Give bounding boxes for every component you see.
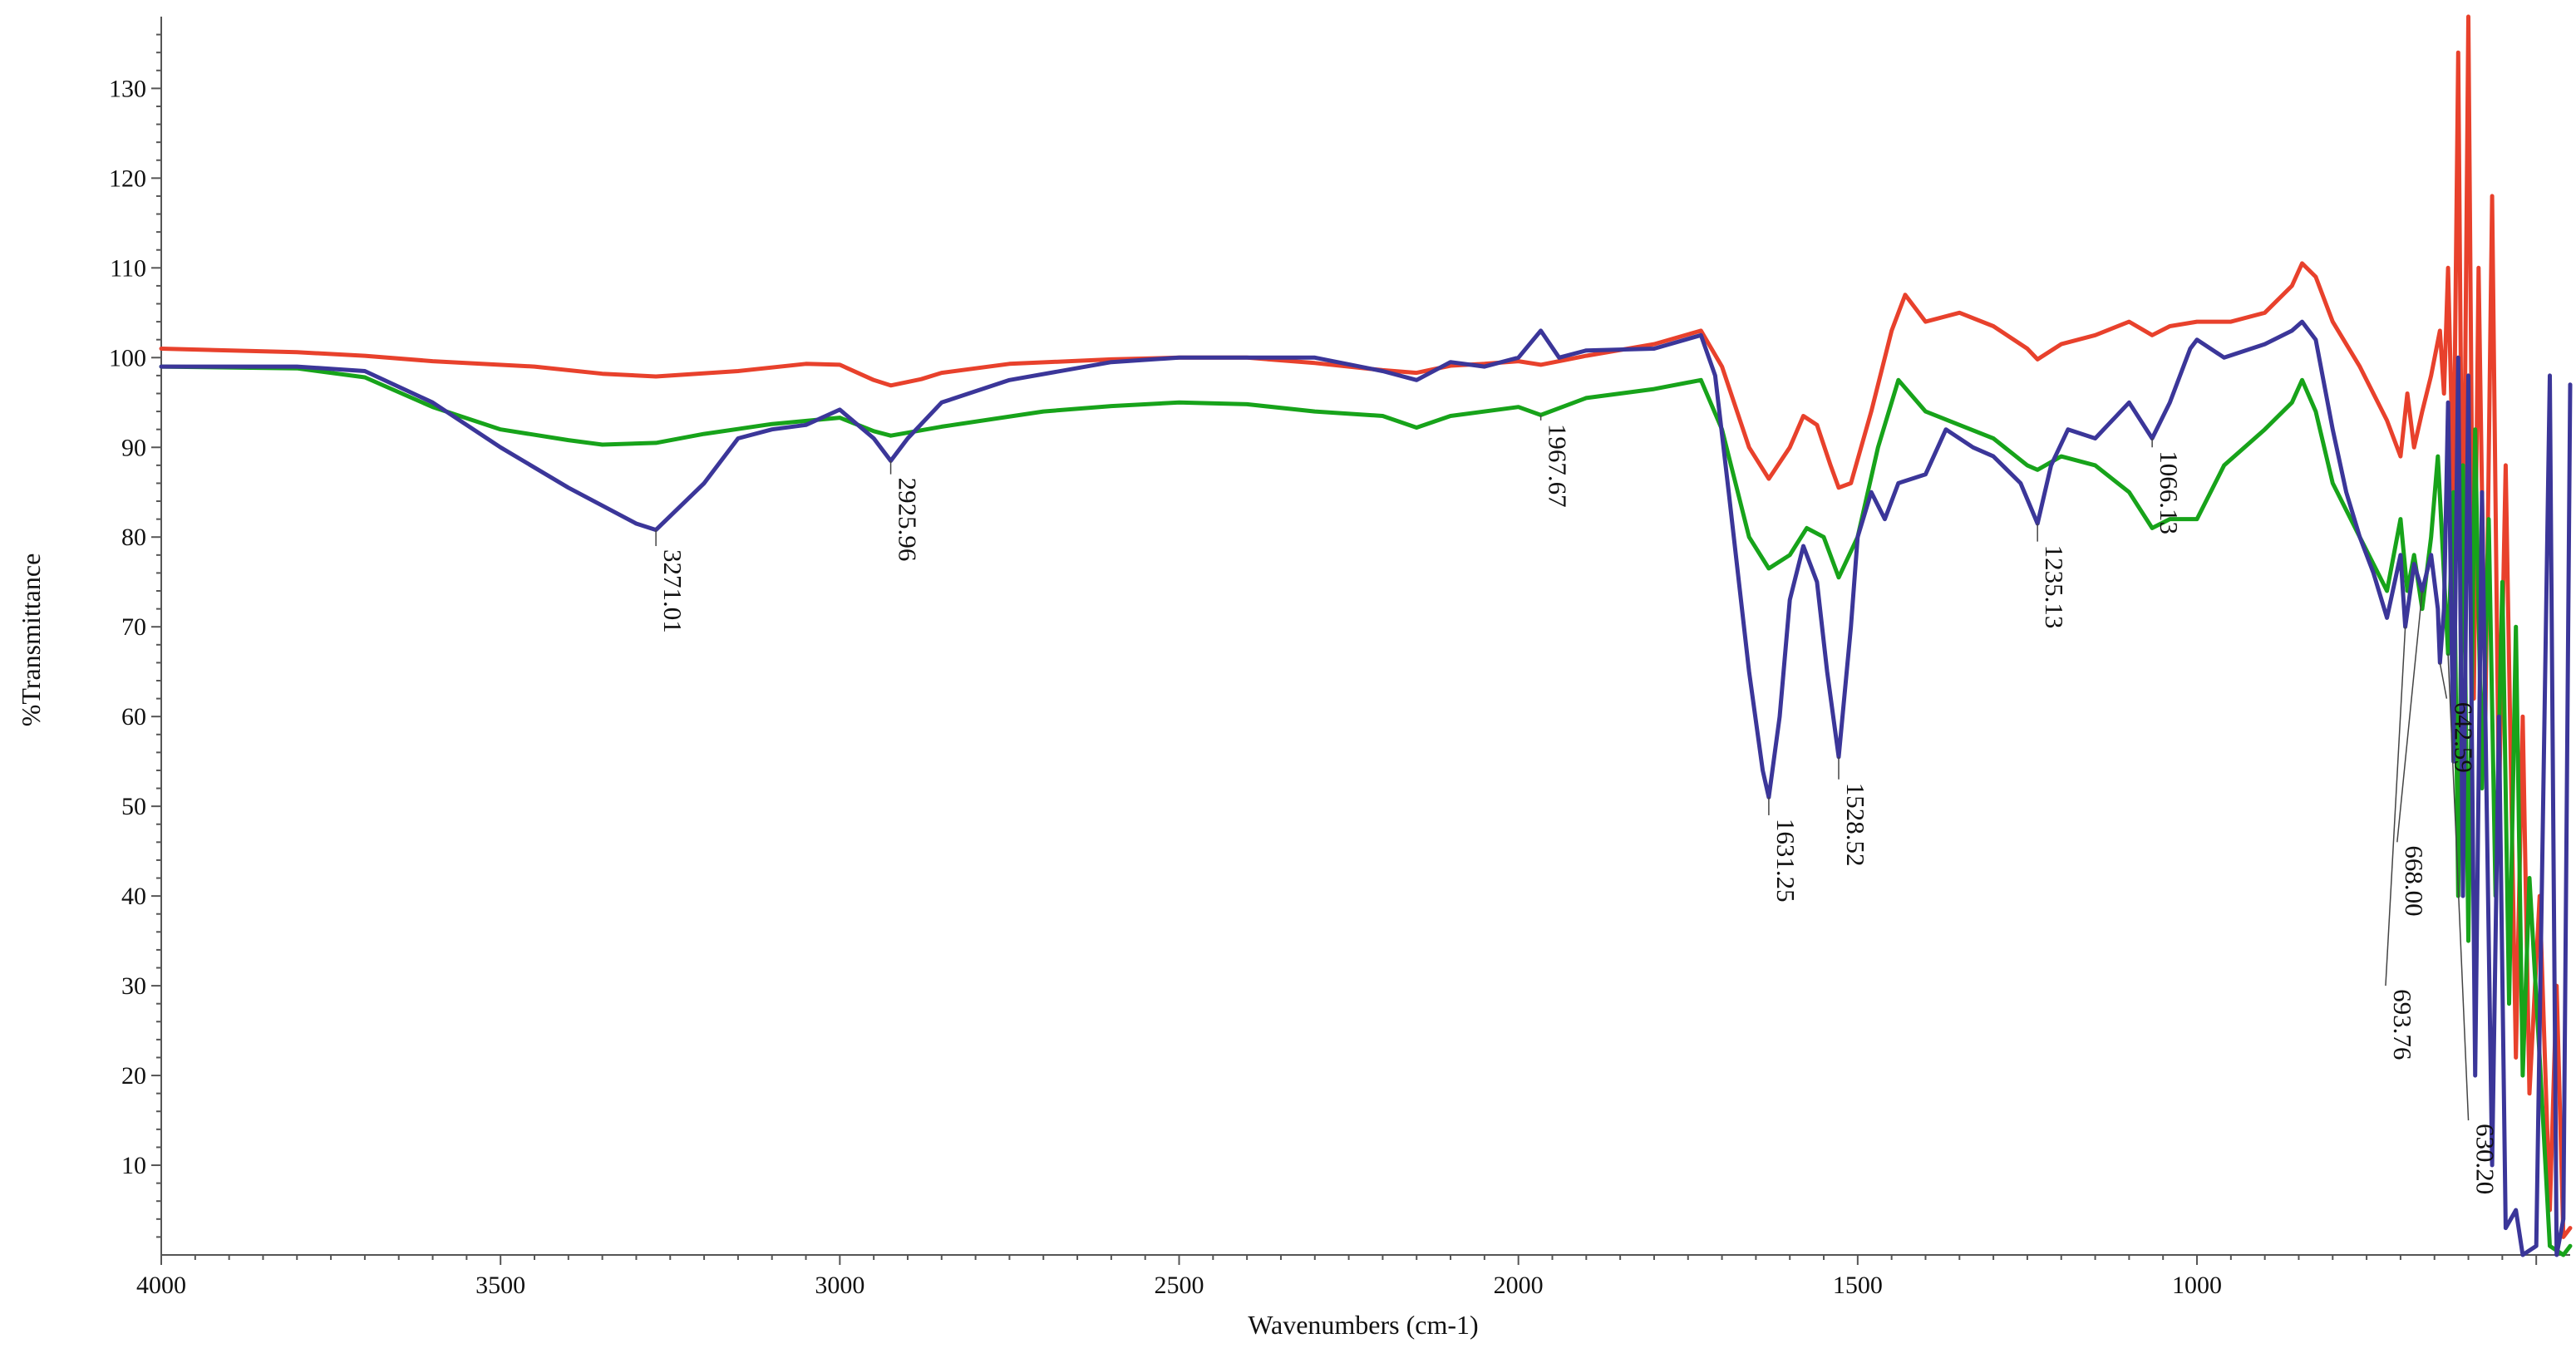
x-tick-label: 4000: [136, 1272, 186, 1299]
series-layer: [159, 14, 2573, 1257]
peak-label: 3271.01: [658, 549, 687, 633]
peak-label: 693.76: [2388, 989, 2417, 1060]
peak-label: 642.59: [2449, 702, 2478, 773]
y-tick-label: 120: [109, 165, 146, 192]
x-tick-label: 2000: [1494, 1272, 1544, 1299]
peak-label: 1066.13: [2155, 450, 2184, 534]
peak-label: 1631.25: [1771, 819, 1800, 903]
peak-annotations: 3271.01 2925.96 1967.67 1631.25 1528.52 1235.…: [655, 415, 2500, 1194]
spectrum-line-2: [159, 364, 2573, 1257]
y-tick-label: 40: [121, 883, 146, 910]
y-tick-label: 100: [109, 344, 146, 371]
y-tick-label: 30: [121, 972, 146, 1000]
peak-leader-line: [2439, 662, 2448, 699]
spectrum-line-1: [159, 14, 2573, 1239]
x-axis-title: Wavenumbers (cm-1): [1248, 1310, 1478, 1340]
spectrum-line-3: [159, 319, 2573, 1257]
peak-label: 630.20: [2471, 1124, 2500, 1194]
peak-label: 2925.96: [894, 478, 923, 562]
x-tick-label: 1000: [2172, 1272, 2222, 1299]
x-ticks: 4000 3500 3000 2500 2000 1500 1000: [136, 1255, 2538, 1299]
peak-leader-line: [2447, 653, 2470, 1121]
y-tick-label: 90: [121, 434, 146, 461]
y-ticks: 10 20 30 40 50 60 70 80 90 100 110 120 130: [109, 33, 161, 1238]
x-tick-label: 1500: [1833, 1272, 1883, 1299]
peak-label: 1235.13: [2040, 545, 2069, 629]
peak-label: 668.00: [2400, 845, 2429, 916]
peak-leader-line: [2385, 627, 2406, 987]
y-tick-label: 50: [121, 793, 146, 820]
y-tick-label: 10: [121, 1152, 146, 1179]
x-tick-label: 3500: [475, 1272, 525, 1299]
x-tick-label: 3000: [815, 1272, 864, 1299]
peak-label: 1528.52: [1841, 783, 1870, 867]
y-tick-label: 80: [121, 524, 146, 551]
peak-leader-line: [2396, 590, 2423, 843]
y-tick-label: 60: [121, 703, 146, 731]
y-tick-label: 20: [121, 1062, 146, 1090]
y-tick-label: 110: [110, 254, 146, 282]
peak-label: 1967.67: [1544, 424, 1573, 508]
y-axis-title: %Transmittance: [16, 554, 46, 727]
chart-axes: [160, 17, 2570, 1256]
y-tick-label: 70: [121, 613, 146, 641]
y-tick-label: 130: [109, 75, 146, 102]
x-tick-label: 2500: [1155, 1272, 1204, 1299]
